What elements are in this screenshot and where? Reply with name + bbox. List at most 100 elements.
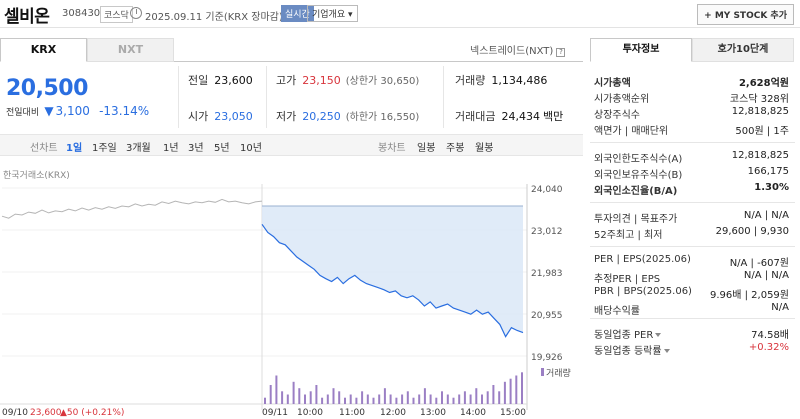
volume-bar (509, 378, 512, 404)
volume-bar (401, 394, 404, 404)
info-label: 배당수익률 (594, 306, 640, 317)
volume-bar (423, 388, 426, 404)
info-row: PBR | BPS(2025.06) 9.96배 | 2,059원 (594, 286, 789, 301)
help-icon[interactable]: ? (556, 48, 566, 57)
volume-bar (372, 397, 375, 404)
volume-bars (264, 368, 544, 404)
tab-orderbook[interactable]: 호가10단계 (692, 38, 794, 62)
stock-code: 308430 (62, 8, 101, 19)
volume-bar (361, 391, 364, 404)
divider (443, 66, 444, 128)
volume-bar (344, 397, 346, 404)
stat-label: 시가 (188, 110, 209, 123)
period-1w[interactable]: 1주일 (92, 143, 117, 154)
tab-underline (174, 61, 583, 62)
stat-label: 고가 (276, 74, 297, 87)
info-label: 외국인한도주식수(A) (594, 154, 683, 165)
info-value: 2,628억원 (738, 78, 789, 89)
y-tick-label: 24,040 (531, 185, 563, 195)
chart-fill (262, 206, 523, 337)
dropdown-icon[interactable] (663, 349, 670, 353)
info-divider (590, 142, 795, 143)
info-label: 시가총액 (594, 78, 631, 89)
upper-limit: (상한가 30,650) (345, 76, 420, 87)
candle-weekly[interactable]: 주봉 (446, 143, 465, 154)
candle-daily[interactable]: 일봉 (417, 143, 436, 154)
tab-nxt[interactable]: NXT (87, 38, 174, 62)
intraday-chart[interactable]: 24,040 23,012 21,983 20,955 19,926 거래량 09/11 10… (0, 178, 583, 419)
candle-monthly[interactable]: 월봉 (475, 143, 494, 154)
info-row: 외국인보유주식수(B) 166,175 (594, 166, 789, 181)
stat-prev-close: 전일 23,600 (188, 72, 253, 88)
volume-bar (275, 375, 278, 404)
y-tick-label: 20,955 (531, 311, 563, 321)
chart-exchange-label: 한국거래소(KRX) (3, 171, 70, 181)
info-divider (590, 246, 795, 247)
stat-label: 거래대금 (455, 110, 496, 123)
period-5y[interactable]: 5년 (214, 143, 230, 154)
volume-bar (418, 394, 421, 404)
volume-bar (332, 388, 335, 404)
volume-bar (389, 394, 392, 404)
info-row: PER | EPS(2025.06) N/A | -607원 (594, 254, 789, 269)
stat-high: 고가 23,150 (상한가 30,650) (276, 72, 419, 88)
period-3y[interactable]: 3년 (188, 143, 204, 154)
volume-bar (326, 394, 329, 404)
y-tick-label: 23,012 (531, 227, 563, 237)
info-row: 추정PER | EPS N/A | N/A (594, 270, 789, 285)
stat-value: 24,434 (501, 110, 540, 123)
current-price: 20,500 (6, 76, 88, 101)
nxt-info[interactable]: 넥스트레이드(NXT) ? (470, 42, 566, 57)
period-10y[interactable]: 10년 (240, 143, 262, 154)
info-row: 액면가 | 매매단위 500원 | 1주 (594, 122, 789, 137)
info-label: 동일업종 PER (594, 330, 654, 341)
candle-chart-toggle[interactable]: 봉차트 (378, 143, 406, 154)
volume-bar (286, 394, 289, 404)
tab-investment-info[interactable]: 투자정보 (590, 38, 692, 62)
dropdown-icon[interactable] (655, 333, 662, 337)
info-row: 동일업종 등락률 +0.32% (594, 342, 789, 357)
add-my-stock-button[interactable]: + MY STOCK 추가 (697, 4, 794, 25)
x-tick-label: 12:00 (380, 408, 406, 418)
info-value: N/A | N/A (743, 270, 789, 281)
info-value: 12,818,825 (731, 106, 789, 117)
volume-bar (429, 394, 432, 404)
prev-day-price: 23,600 (30, 408, 62, 418)
period-3m[interactable]: 3개월 (126, 143, 151, 154)
info-value: 1.30% (754, 182, 789, 193)
decline-fill (262, 206, 523, 337)
divider (266, 66, 267, 128)
company-overview-button[interactable]: 기업개요 ▾ (307, 5, 358, 22)
price-line (261, 223, 524, 338)
volume-bar (412, 397, 415, 404)
info-value: 코스닥 328위 (729, 94, 789, 105)
volume-bar (309, 391, 312, 404)
volume-bar (441, 391, 443, 404)
change-value: 3,100 (55, 104, 90, 118)
line-chart-toggle[interactable]: 선차트 (30, 143, 58, 154)
volume-bar (458, 394, 461, 404)
info-value: +0.32% (748, 342, 789, 353)
period-1y[interactable]: 1년 (163, 143, 179, 154)
x-tick-label: 09/11 (262, 408, 288, 418)
period-selector: 선차트 1일 1주일 3개월 1년 3년 5년 10년 봉차트 일봉 주봉 월봉 (0, 134, 583, 156)
volume-bar (383, 388, 386, 404)
stat-value: 20,250 (302, 110, 341, 123)
volume-bar (269, 385, 272, 404)
volume-bar (395, 397, 398, 404)
period-1d[interactable]: 1일 (66, 143, 83, 154)
volume-bar (264, 397, 266, 404)
stock-header: 셀비온 308430 코스닥 2025.09.11 기준(KRX 장마감) 실시… (0, 0, 800, 28)
tab-krx[interactable]: KRX (0, 38, 87, 62)
info-label: 외국인소진율(B/A) (594, 186, 678, 197)
stat-unit: 백만 (542, 110, 564, 123)
company-name: 셀비온 (4, 7, 50, 27)
exchange-tabs: KRX NXT (0, 38, 174, 62)
x-tick-label: 11:00 (339, 408, 365, 418)
info-row: 52주최고 | 최저 29,600 | 9,930 (594, 226, 789, 241)
chart-labels: 24,040 23,012 21,983 20,955 19,926 거래량 09/11 10… (2, 185, 571, 418)
realtime-button[interactable]: 실시간 (281, 5, 314, 22)
volume-bar (298, 388, 301, 404)
volume-bar (281, 391, 284, 404)
info-value: 166,175 (747, 166, 789, 177)
